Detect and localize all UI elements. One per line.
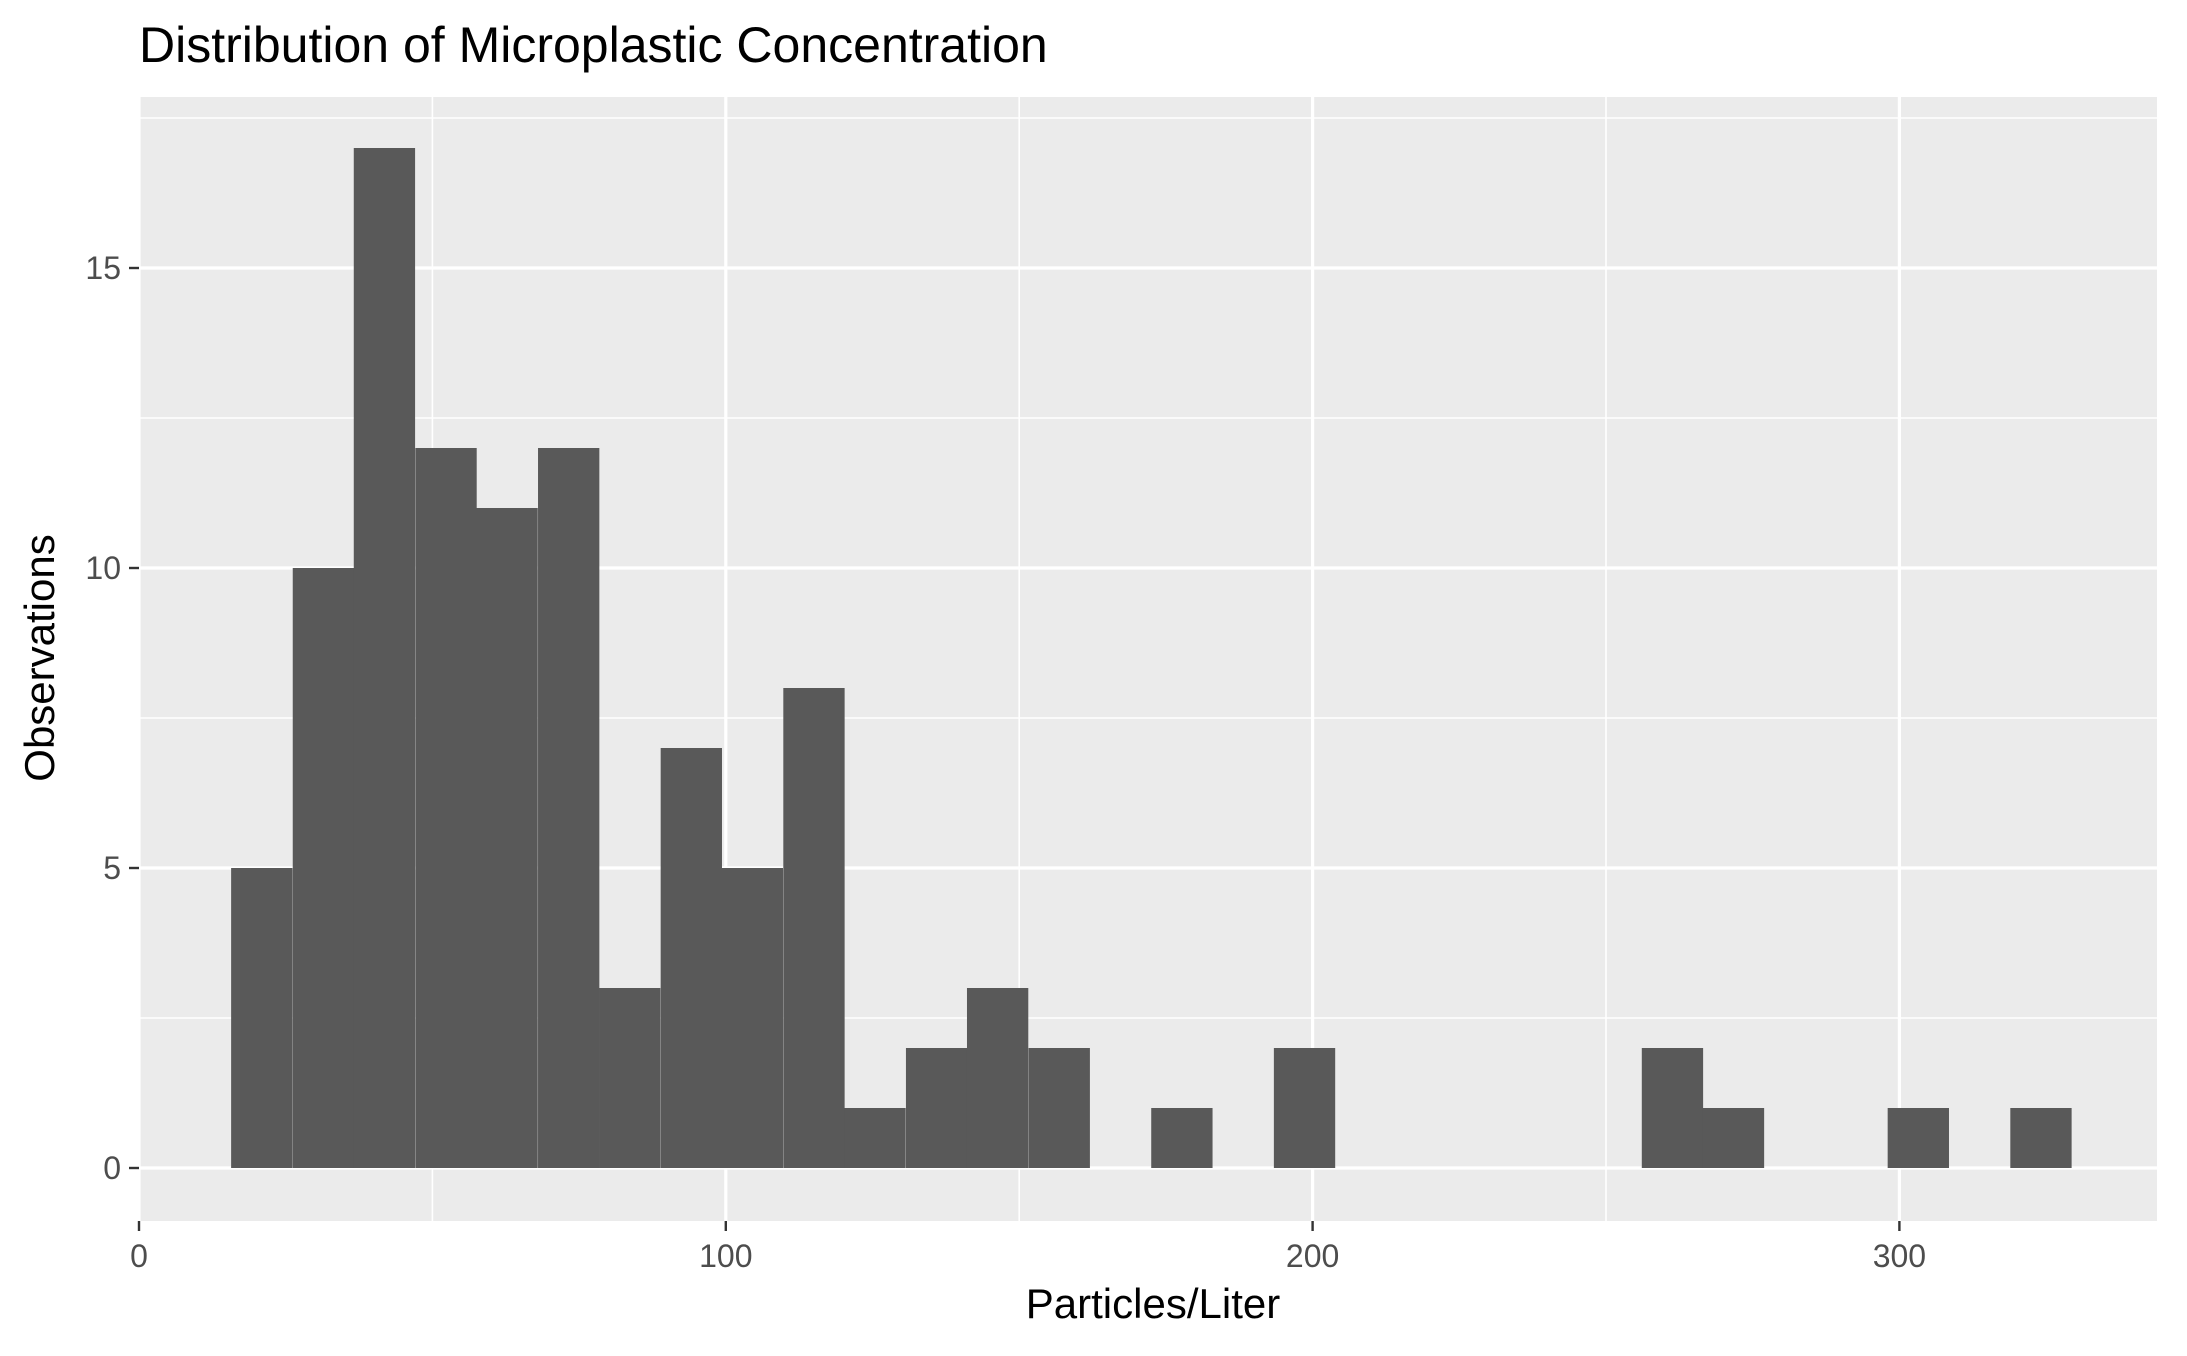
- histogram-bar: [1641, 1048, 1704, 1168]
- histogram-bar: [292, 568, 355, 1168]
- x-axis: 0 100 200 300: [130, 1221, 1926, 1274]
- histogram-bar: [844, 1108, 906, 1168]
- histogram-bar: [415, 448, 477, 1168]
- histogram-bar: [1028, 1048, 1090, 1168]
- y-tick-label: 15: [85, 250, 121, 286]
- histogram-bar: [538, 448, 600, 1168]
- histogram-bar: [721, 868, 784, 1168]
- histogram-bar: [1151, 1108, 1213, 1168]
- histogram-bar: [1702, 1108, 1765, 1168]
- chart-title: Distribution of Microplastic Concentrati…: [139, 17, 1048, 73]
- histogram-bar: [231, 868, 293, 1168]
- histogram-bar: [476, 508, 538, 1168]
- histogram-bar: [1887, 1108, 1949, 1168]
- x-tick-label: 0: [130, 1238, 148, 1274]
- histogram-bar: [905, 1048, 968, 1168]
- y-tick-label: 0: [103, 1150, 121, 1186]
- histogram-bar: [599, 988, 661, 1168]
- histogram-bar: [353, 148, 416, 1168]
- y-axis: 0 5 10 15: [85, 250, 139, 1186]
- x-tick-label: 200: [1286, 1238, 1339, 1274]
- histogram-bar: [783, 688, 845, 1168]
- histogram-bar: [2010, 1108, 2072, 1168]
- y-axis-title: Observations: [16, 534, 63, 781]
- x-tick-label: 300: [1873, 1238, 1926, 1274]
- x-tick-label: 100: [699, 1238, 752, 1274]
- histogram-bar: [660, 748, 722, 1168]
- major-grid: [137, 97, 2157, 1221]
- y-tick-label: 10: [85, 550, 121, 586]
- y-tick-label: 5: [103, 850, 121, 886]
- histogram-bar: [966, 988, 1029, 1168]
- histogram-bars: [231, 148, 2072, 1168]
- x-axis-title: Particles/Liter: [1026, 1280, 1280, 1327]
- histogram-bar: [1273, 1048, 1336, 1168]
